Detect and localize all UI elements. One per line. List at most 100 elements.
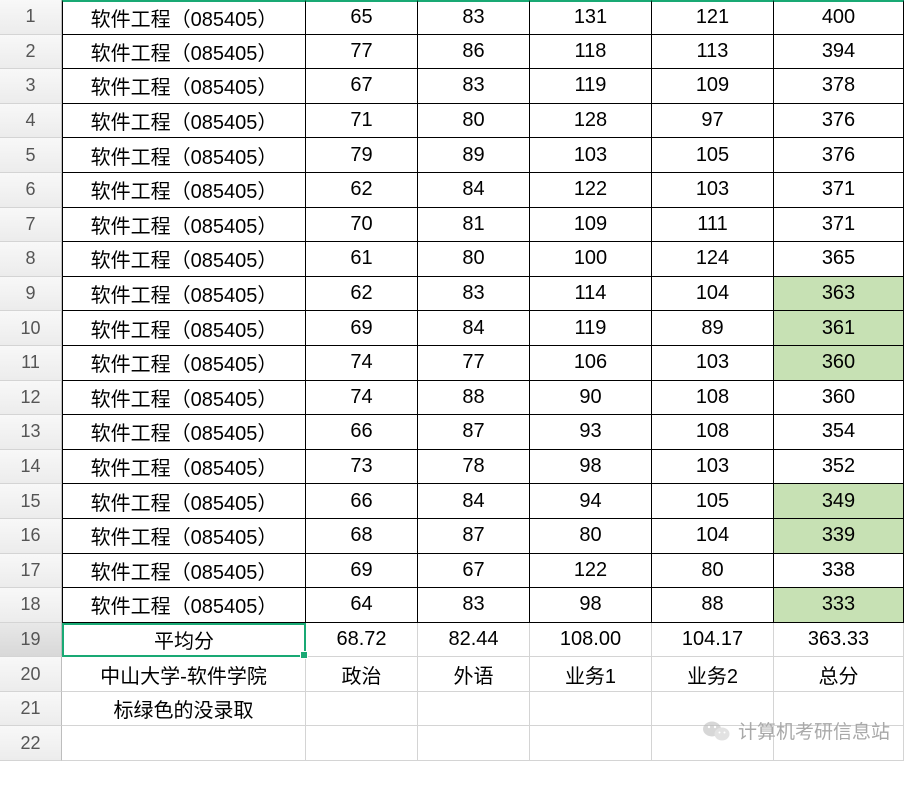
score-total[interactable]: 378	[774, 69, 904, 104]
row-number[interactable]: 20	[0, 657, 62, 692]
empty-cell[interactable]	[306, 692, 418, 727]
score-subject1[interactable]: 122	[530, 554, 652, 589]
empty-cell[interactable]	[62, 726, 306, 761]
average-foreign[interactable]: 82.44	[418, 623, 530, 658]
score-foreign[interactable]: 87	[418, 415, 530, 450]
score-subject1[interactable]: 100	[530, 242, 652, 277]
score-foreign[interactable]: 83	[418, 69, 530, 104]
score-subject2[interactable]: 108	[652, 381, 774, 416]
average-label[interactable]: 平均分	[62, 623, 306, 658]
score-total[interactable]: 371	[774, 173, 904, 208]
row-number[interactable]: 16	[0, 519, 62, 554]
score-subject1[interactable]: 122	[530, 173, 652, 208]
score-politics[interactable]: 74	[306, 346, 418, 381]
row-number[interactable]: 13	[0, 415, 62, 450]
row-number[interactable]: 14	[0, 450, 62, 485]
average-politics[interactable]: 68.72	[306, 623, 418, 658]
score-subject2[interactable]: 89	[652, 311, 774, 346]
score-total[interactable]: 333	[774, 588, 904, 623]
score-subject1[interactable]: 114	[530, 277, 652, 312]
score-total[interactable]: 400	[774, 0, 904, 35]
score-foreign[interactable]: 83	[418, 0, 530, 35]
score-subject2[interactable]: 103	[652, 346, 774, 381]
score-subject2[interactable]: 111	[652, 208, 774, 243]
score-foreign[interactable]: 83	[418, 588, 530, 623]
row-number[interactable]: 9	[0, 277, 62, 312]
row-number[interactable]: 21	[0, 692, 62, 727]
score-total[interactable]: 371	[774, 208, 904, 243]
score-foreign[interactable]: 88	[418, 381, 530, 416]
score-subject2[interactable]: 121	[652, 0, 774, 35]
empty-cell[interactable]	[418, 726, 530, 761]
row-number[interactable]: 18	[0, 588, 62, 623]
score-politics[interactable]: 64	[306, 588, 418, 623]
major-cell[interactable]: 软件工程（085405）	[62, 450, 306, 485]
score-subject1[interactable]: 118	[530, 35, 652, 70]
score-foreign[interactable]: 83	[418, 277, 530, 312]
major-cell[interactable]: 软件工程（085405）	[62, 138, 306, 173]
score-subject2[interactable]: 104	[652, 277, 774, 312]
score-foreign[interactable]: 80	[418, 104, 530, 139]
score-total[interactable]: 338	[774, 554, 904, 589]
score-subject1[interactable]: 119	[530, 69, 652, 104]
major-cell[interactable]: 软件工程（085405）	[62, 35, 306, 70]
major-cell[interactable]: 软件工程（085405）	[62, 208, 306, 243]
score-politics[interactable]: 79	[306, 138, 418, 173]
note-label[interactable]: 标绿色的没录取	[62, 692, 306, 727]
major-cell[interactable]: 软件工程（085405）	[62, 554, 306, 589]
score-subject1[interactable]: 80	[530, 519, 652, 554]
major-cell[interactable]: 软件工程（085405）	[62, 173, 306, 208]
score-total[interactable]: 361	[774, 311, 904, 346]
row-number[interactable]: 17	[0, 554, 62, 589]
score-subject2[interactable]: 103	[652, 173, 774, 208]
score-total[interactable]: 365	[774, 242, 904, 277]
score-foreign[interactable]: 77	[418, 346, 530, 381]
score-subject1[interactable]: 106	[530, 346, 652, 381]
score-foreign[interactable]: 84	[418, 173, 530, 208]
score-subject1[interactable]: 119	[530, 311, 652, 346]
score-foreign[interactable]: 78	[418, 450, 530, 485]
row-number[interactable]: 15	[0, 484, 62, 519]
score-total[interactable]: 354	[774, 415, 904, 450]
average-subject1[interactable]: 108.00	[530, 623, 652, 658]
row-number[interactable]: 19	[0, 623, 62, 658]
score-subject2[interactable]: 109	[652, 69, 774, 104]
row-number[interactable]: 5	[0, 138, 62, 173]
score-subject1[interactable]: 103	[530, 138, 652, 173]
score-total[interactable]: 376	[774, 138, 904, 173]
fill-handle[interactable]	[300, 651, 308, 659]
score-subject2[interactable]: 80	[652, 554, 774, 589]
score-foreign[interactable]: 89	[418, 138, 530, 173]
col-header-total[interactable]: 总分	[774, 657, 904, 692]
row-number[interactable]: 7	[0, 208, 62, 243]
major-cell[interactable]: 软件工程（085405）	[62, 311, 306, 346]
score-politics[interactable]: 68	[306, 519, 418, 554]
score-total[interactable]: 360	[774, 346, 904, 381]
score-politics[interactable]: 62	[306, 173, 418, 208]
score-foreign[interactable]: 86	[418, 35, 530, 70]
major-cell[interactable]: 软件工程（085405）	[62, 277, 306, 312]
score-politics[interactable]: 69	[306, 554, 418, 589]
score-subject2[interactable]: 113	[652, 35, 774, 70]
score-politics[interactable]: 61	[306, 242, 418, 277]
score-politics[interactable]: 65	[306, 0, 418, 35]
score-total[interactable]: 394	[774, 35, 904, 70]
score-subject1[interactable]: 131	[530, 0, 652, 35]
score-subject2[interactable]: 108	[652, 415, 774, 450]
empty-cell[interactable]	[418, 692, 530, 727]
score-subject1[interactable]: 109	[530, 208, 652, 243]
score-politics[interactable]: 74	[306, 381, 418, 416]
major-cell[interactable]: 软件工程（085405）	[62, 242, 306, 277]
score-foreign[interactable]: 84	[418, 484, 530, 519]
major-cell[interactable]: 软件工程（085405）	[62, 104, 306, 139]
score-politics[interactable]: 69	[306, 311, 418, 346]
score-total[interactable]: 349	[774, 484, 904, 519]
score-politics[interactable]: 66	[306, 415, 418, 450]
major-cell[interactable]: 软件工程（085405）	[62, 0, 306, 35]
empty-cell[interactable]	[530, 692, 652, 727]
score-politics[interactable]: 66	[306, 484, 418, 519]
score-subject1[interactable]: 90	[530, 381, 652, 416]
major-cell[interactable]: 软件工程（085405）	[62, 588, 306, 623]
row-number[interactable]: 11	[0, 346, 62, 381]
row-number[interactable]: 6	[0, 173, 62, 208]
